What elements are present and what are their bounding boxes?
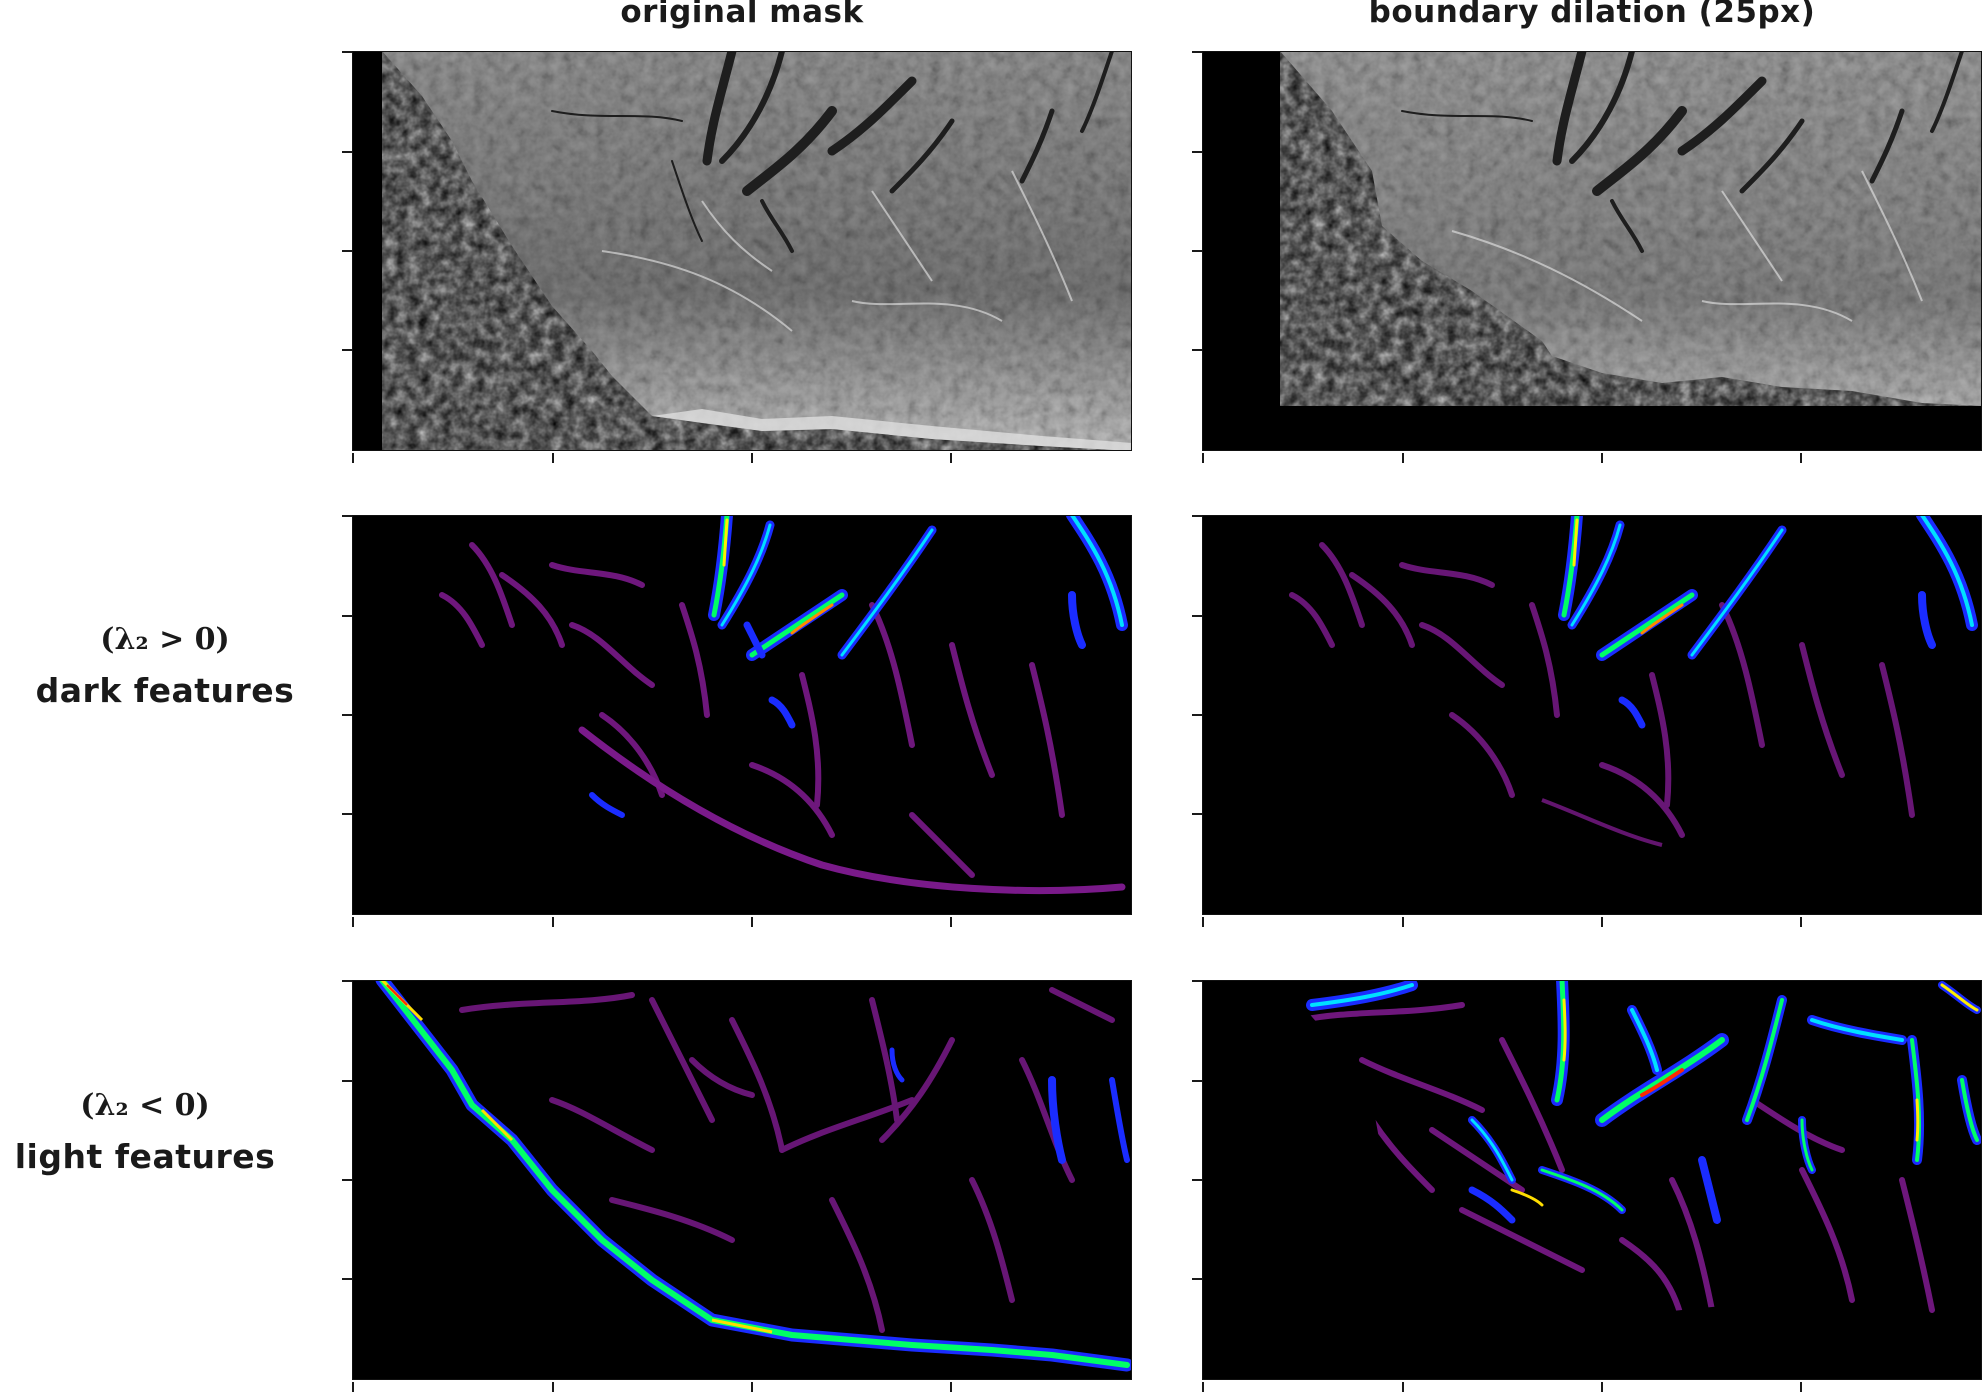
x-tick xyxy=(552,917,554,927)
y-tick xyxy=(1192,1278,1202,1280)
x-tick xyxy=(1601,917,1603,927)
row-label-dark-name: dark features xyxy=(35,671,295,710)
x-tick xyxy=(1402,1382,1404,1392)
x-tick xyxy=(950,917,952,927)
original-light-features-image xyxy=(352,980,1132,1380)
row-label-light-math: (λ₂ < 0) xyxy=(80,1088,210,1123)
y-tick xyxy=(1192,1179,1202,1181)
y-tick xyxy=(1192,1080,1202,1082)
y-tick xyxy=(1192,515,1202,517)
y-tick xyxy=(342,51,352,53)
x-tick xyxy=(1202,1382,1204,1392)
x-tick xyxy=(1800,453,1802,463)
dilated-dark-features-image xyxy=(1202,515,1982,915)
x-tick xyxy=(352,917,354,927)
x-tick xyxy=(352,453,354,463)
x-tick xyxy=(1800,1382,1802,1392)
y-tick xyxy=(342,813,352,815)
original-dark-features-panel xyxy=(342,515,1132,927)
original-intensity-image xyxy=(352,51,1132,451)
y-tick xyxy=(1192,813,1202,815)
x-tick xyxy=(552,453,554,463)
y-tick xyxy=(1192,980,1202,982)
column-title-original: original mask xyxy=(620,0,864,30)
x-tick xyxy=(1601,1382,1603,1392)
y-tick xyxy=(1192,51,1202,53)
x-tick xyxy=(1402,917,1404,927)
x-tick xyxy=(1402,453,1404,463)
original-light-features-panel xyxy=(342,980,1132,1392)
x-tick xyxy=(1800,917,1802,927)
y-tick xyxy=(342,1278,352,1280)
y-tick xyxy=(342,1179,352,1181)
y-tick xyxy=(342,615,352,617)
dilated-intensity-image xyxy=(1202,51,1982,451)
original-dark-features-image xyxy=(352,515,1132,915)
y-tick xyxy=(1192,151,1202,153)
dilated-light-features-image xyxy=(1202,980,1982,1380)
x-tick xyxy=(552,1382,554,1392)
x-tick xyxy=(751,917,753,927)
dilated-dark-features-panel xyxy=(1192,515,1982,927)
y-tick xyxy=(342,250,352,252)
x-tick xyxy=(1601,453,1603,463)
dilated-light-features-panel xyxy=(1192,980,1982,1392)
y-tick xyxy=(342,1080,352,1082)
row-label-light: (λ₂ < 0) light features xyxy=(0,1088,310,1176)
x-tick xyxy=(1202,917,1204,927)
dilated-intensity-panel xyxy=(1192,51,1982,463)
y-tick xyxy=(1192,615,1202,617)
y-tick xyxy=(1192,250,1202,252)
y-tick xyxy=(342,349,352,351)
row-label-light-name: light features xyxy=(14,1137,276,1176)
y-tick xyxy=(342,515,352,517)
y-tick xyxy=(342,714,352,716)
x-tick xyxy=(1202,453,1204,463)
y-tick xyxy=(342,980,352,982)
row-label-dark-math: (λ₂ > 0) xyxy=(100,622,230,657)
x-tick xyxy=(950,453,952,463)
x-tick xyxy=(950,1382,952,1392)
x-tick xyxy=(751,1382,753,1392)
column-title-dilated: boundary dilation (25px) xyxy=(1368,0,1816,30)
y-tick xyxy=(342,151,352,153)
x-tick xyxy=(352,1382,354,1392)
y-tick xyxy=(1192,714,1202,716)
original-intensity-panel xyxy=(342,51,1132,463)
y-tick xyxy=(1192,349,1202,351)
row-label-dark: (λ₂ > 0) dark features xyxy=(0,622,330,710)
x-tick xyxy=(751,453,753,463)
